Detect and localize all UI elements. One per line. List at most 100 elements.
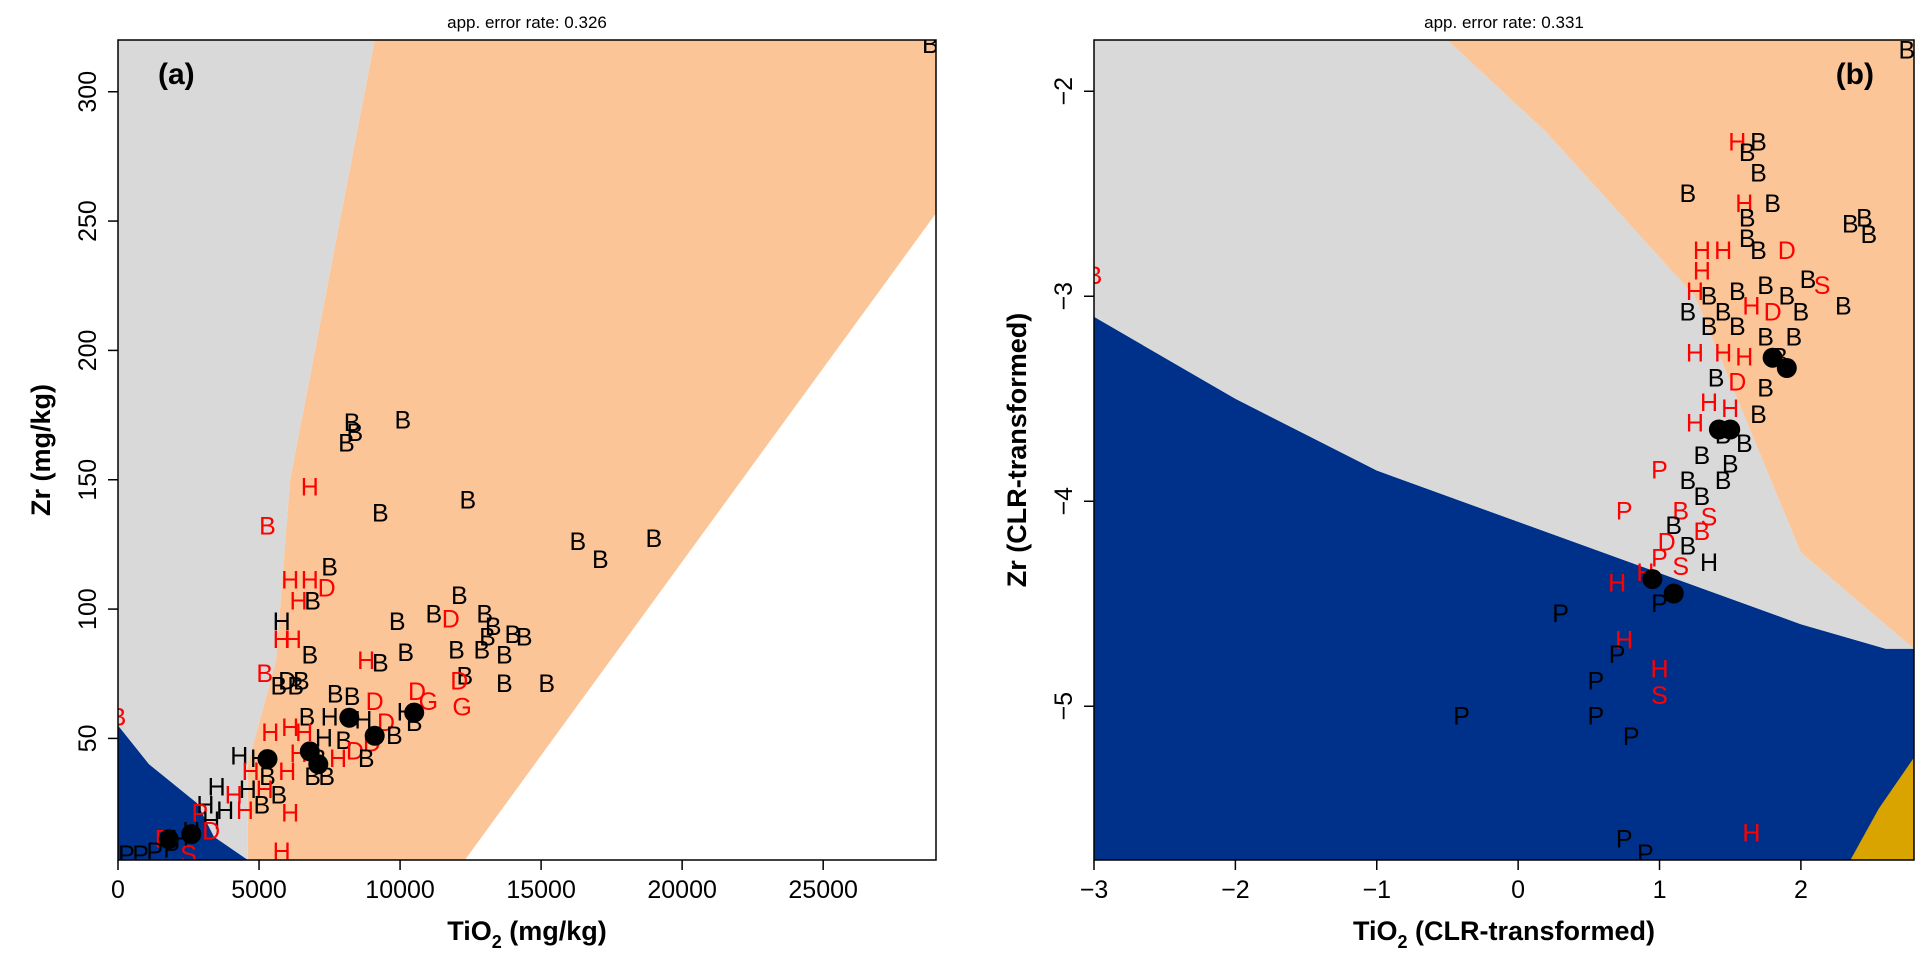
panel-b-label: (b) [1836,58,1874,91]
panel-b-centroid-marker [1720,419,1741,440]
panel-a-point-H: H [208,774,226,802]
panel-b-point-B: B [1750,237,1767,265]
panel-a-point-H: H [321,704,339,732]
panel-a-point-B: B [372,499,389,527]
panel-a-point-B: B [259,763,276,791]
panel-b-region-gray [1094,40,1914,649]
panel-a-point-B: B [372,649,389,677]
panel-a-point-B: B [259,512,276,540]
panel-a-point-D: D [346,737,364,765]
panel-b-point-H: H [1735,344,1753,372]
panel-a-point-H: H [273,838,291,866]
panel-a-point-H: H [202,807,220,835]
panel-b-xtick-label: −2 [1221,876,1250,904]
panel-b-point-P: P [1651,590,1668,618]
panel-a-point-B: B [321,554,338,582]
panel-b-point-S: S [1701,504,1718,532]
panel-a-point-H: H [261,719,279,747]
panel-b-title: app. error rate: 0.331 [1424,13,1584,32]
panel-b-point-B: B [1793,299,1810,327]
panel-a-point-B: B [254,792,271,820]
panel-a-point-H: H [284,626,302,654]
panel-a-point-B: B [293,668,310,696]
panel-a-point-B: B [569,528,586,556]
panel-a-centroid-marker [308,754,329,775]
panel-b-centroid-marker [1642,569,1663,590]
panel-b-ylabel: Zr (CLR-transformed) [1002,313,1032,588]
panel-a-point-B: B [592,546,609,574]
panel-a-ylabel: Zr (mg/kg) [26,384,56,516]
panel-b-point-B: B [1739,139,1756,167]
panel-b-point-P: P [1588,668,1605,696]
panel-a-point-D: D [450,668,468,696]
panel-a-point-B: B [451,582,468,610]
panel-b-point-B: B [1672,498,1689,526]
panel-a-point-P: P [146,838,163,866]
panel-b-point-B: B [1679,299,1696,327]
panel-a-point-H: H [225,781,243,809]
panel-b-point-P: P [1651,545,1668,573]
panel-a-point-B: B [270,781,287,809]
panel-b-point-H: H [1700,389,1718,417]
panel-a-point-H: H [301,567,319,595]
panel-a-ytick-label: 50 [74,725,102,753]
panel-b-point-S: S [1814,272,1831,300]
panel-a-point-H: H [239,776,257,804]
panel-b-region-navy [1094,316,1914,860]
panel-b-region-gold [1850,757,1914,860]
panel-b-point-B: B [1694,442,1711,470]
panel-a-point-H: H [273,608,291,636]
panel-a-point-B: B [459,486,476,514]
panel-b-point-B: B [1679,532,1696,560]
panel-b-xtick-label: −1 [1363,876,1392,904]
panel-a-point-B: B [538,670,555,698]
panel-b-xlabel: TiO2 (CLR-transformed) [1353,916,1655,952]
panel-b-point-H: H [1686,340,1704,368]
panel-b-point-H: H [1693,237,1711,265]
panel-b-point-H: H [1742,293,1760,321]
panel-a-point-B: B [358,745,375,773]
panel-a-ytick-label: 200 [74,330,102,372]
panel-a-point-H: H [281,799,299,827]
panel-b-xtick-label: 1 [1653,876,1667,904]
panel-b-point-B: B [1842,211,1859,239]
panel-b-point-B: B [1739,225,1756,253]
panel-a-point-B: B [304,587,321,615]
panel-a-point-H: H [230,743,248,771]
panel-b-point-H: H [1721,395,1739,423]
panel-a-label: (a) [158,58,195,91]
panel-a-point-H: H [236,797,254,825]
panel-a-ytick-label: 300 [74,71,102,113]
panel-b: HBBBBHBBBBBBBHHDHBSHBBBBBBBHDBBBBBHHHBBD… [1002,13,1915,952]
panel-a-xlabel: TiO2 (mg/kg) [447,916,607,952]
panel-b-point-P: P [1651,457,1668,485]
panel-a-point-D: D [442,605,460,633]
panel-a-centroid-marker [339,707,360,728]
panel-a-frame [117,39,937,861]
panel-a-point-B: B [344,409,361,437]
panel-a-point-B: B [485,613,502,641]
panel-a-ytick-label: 150 [74,459,102,501]
panel-a-xlabel-sub: 2 [492,932,502,952]
panel-a-ytick-label: 250 [74,200,102,242]
panel-a-xtick-label: 15000 [506,876,576,904]
panel-a-point-B: B [505,621,522,649]
panel-a-point-B: B [448,637,465,665]
panel-b-xtick-label: 0 [1511,876,1525,904]
panel-a-centroid-marker [158,829,179,850]
panel-b-point-P: P [1609,641,1626,669]
panel-b-point-H: H [1608,569,1626,597]
panel-b-point-B: B [1835,293,1852,321]
panel-b-point-B: B [1757,323,1774,351]
panel-b-point-B: B [1729,313,1746,341]
panel-a-point-B: B [110,704,127,732]
panel-b-point-B: B [1722,450,1739,478]
panel-b-point-B: B [1679,180,1696,208]
panel-a-point-D: D [366,688,384,716]
panel-a-point-B: B [457,662,474,690]
panel-b-point-H: H [1714,340,1732,368]
panel-a-point-B: B [395,406,412,434]
panel-a-centroid-marker [181,824,202,845]
